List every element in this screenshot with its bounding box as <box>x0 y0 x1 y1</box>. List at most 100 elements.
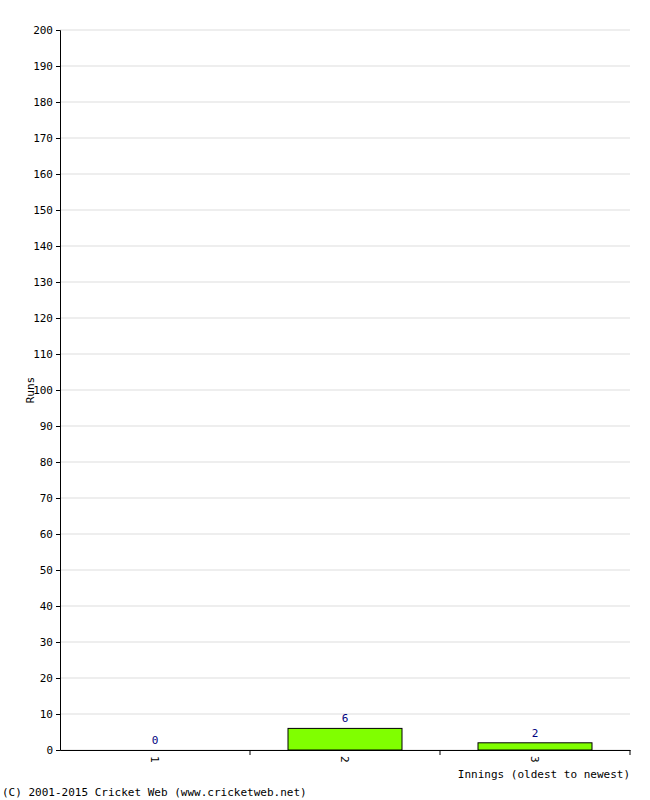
y-tick-label: 90 <box>40 420 53 433</box>
y-tick-mark <box>56 354 60 355</box>
y-tick-mark <box>56 678 60 679</box>
y-tick: 30 <box>40 636 60 649</box>
y-tick-mark <box>56 426 60 427</box>
y-tick-mark <box>56 102 60 103</box>
y-tick-label: 70 <box>40 492 53 505</box>
y-tick: 120 <box>33 312 60 325</box>
y-tick-label: 200 <box>33 24 53 37</box>
grid-line <box>60 246 630 247</box>
data-label: 2 <box>532 727 539 740</box>
y-tick-mark <box>56 390 60 391</box>
y-tick: 80 <box>40 456 60 469</box>
x-tick: 3 <box>528 750 541 763</box>
y-axis: 0 10 20 30 40 50 60 70 80 90 100 110 120 130 140 150 160… <box>33 24 60 757</box>
y-tick-label: 80 <box>40 456 53 469</box>
grid-line <box>60 30 630 31</box>
y-tick-mark <box>56 30 60 31</box>
grid-line <box>60 426 630 427</box>
grid-line <box>60 174 630 175</box>
x-axis-line <box>61 750 631 751</box>
y-tick-label: 0 <box>46 744 53 757</box>
y-tick-label: 160 <box>33 168 53 181</box>
y-tick: 130 <box>33 276 60 289</box>
y-tick-mark <box>56 714 60 715</box>
y-tick: 110 <box>33 348 60 361</box>
x-tick: 1 <box>148 750 161 763</box>
grid-line <box>60 462 630 463</box>
y-tick-mark <box>56 138 60 139</box>
y-tick-mark <box>56 606 60 607</box>
y-tick-mark <box>56 750 60 751</box>
x-axis: 1 2 3 <box>61 750 631 763</box>
y-tick: 190 <box>33 60 60 73</box>
x-separators <box>250 750 630 755</box>
grid <box>60 30 630 750</box>
data-label: 6 <box>342 712 349 725</box>
y-axis-title: Runs <box>24 377 37 404</box>
grid-line <box>60 210 630 211</box>
y-tick: 70 <box>40 492 60 505</box>
y-tick-label: 150 <box>33 204 53 217</box>
y-tick-mark <box>56 318 60 319</box>
grid-line <box>60 354 630 355</box>
y-tick-label: 110 <box>33 348 53 361</box>
y-tick-label: 190 <box>33 60 53 73</box>
annotations: (C) 2001-2015 Cricket Web (www.cricketwe… <box>2 786 307 799</box>
grid-line <box>60 570 630 571</box>
y-tick-mark <box>56 534 60 535</box>
y-tick-mark <box>56 282 60 283</box>
x-separator <box>630 750 631 755</box>
grid-line <box>60 282 630 283</box>
y-tick-label: 40 <box>40 600 53 613</box>
y-tick-label: 170 <box>33 132 53 145</box>
y-tick: 180 <box>33 96 60 109</box>
x-separator <box>250 750 251 755</box>
y-tick-label: 180 <box>33 96 53 109</box>
data-labels: 0 6 2 <box>152 712 539 747</box>
y-tick-mark <box>56 246 60 247</box>
x-separator <box>440 750 441 755</box>
y-tick-label: 50 <box>40 564 53 577</box>
data-label: 0 <box>152 734 159 747</box>
y-tick: 200 <box>33 24 60 37</box>
bar <box>478 743 592 750</box>
x-tick: 2 <box>338 750 351 763</box>
y-tick: 20 <box>40 672 60 685</box>
y-tick: 0 <box>46 744 60 757</box>
grid-line <box>60 318 630 319</box>
y-tick-label: 10 <box>40 708 53 721</box>
y-tick: 50 <box>40 564 60 577</box>
y-tick-mark <box>56 642 60 643</box>
y-tick: 10 <box>40 708 60 721</box>
grid-line <box>60 606 630 607</box>
grid-line <box>60 534 630 535</box>
y-tick-label: 140 <box>33 240 53 253</box>
grid-line <box>60 102 630 103</box>
y-tick-mark <box>56 210 60 211</box>
y-axis-line <box>56 31 61 751</box>
y-tick: 160 <box>33 168 60 181</box>
grid-line <box>60 678 630 679</box>
y-tick-mark <box>56 66 60 67</box>
y-tick-label: 30 <box>40 636 53 649</box>
y-tick: 100 <box>33 384 60 397</box>
chart: 0102030405060708090100110120130140150160… <box>0 0 650 800</box>
y-tick-label: 20 <box>40 672 53 685</box>
grid-line <box>60 642 630 643</box>
bars <box>288 728 592 750</box>
y-tick-mark <box>56 462 60 463</box>
y-tick-mark <box>56 174 60 175</box>
y-tick: 150 <box>33 204 60 217</box>
x-axis-title: Innings (oldest to newest) <box>458 768 630 781</box>
x-tick-label: 1 <box>148 756 161 763</box>
grid-line <box>60 138 630 139</box>
grid-line <box>60 498 630 499</box>
footer: (C) 2001-2015 Cricket Web (www.cricketwe… <box>2 786 307 799</box>
y-tick-label: 120 <box>33 312 53 325</box>
y-tick: 60 <box>40 528 60 541</box>
y-tick-mark <box>56 570 60 571</box>
grid-line <box>60 390 630 391</box>
y-tick-label: 60 <box>40 528 53 541</box>
x-tick-label: 2 <box>338 756 351 763</box>
y-tick-mark <box>56 498 60 499</box>
